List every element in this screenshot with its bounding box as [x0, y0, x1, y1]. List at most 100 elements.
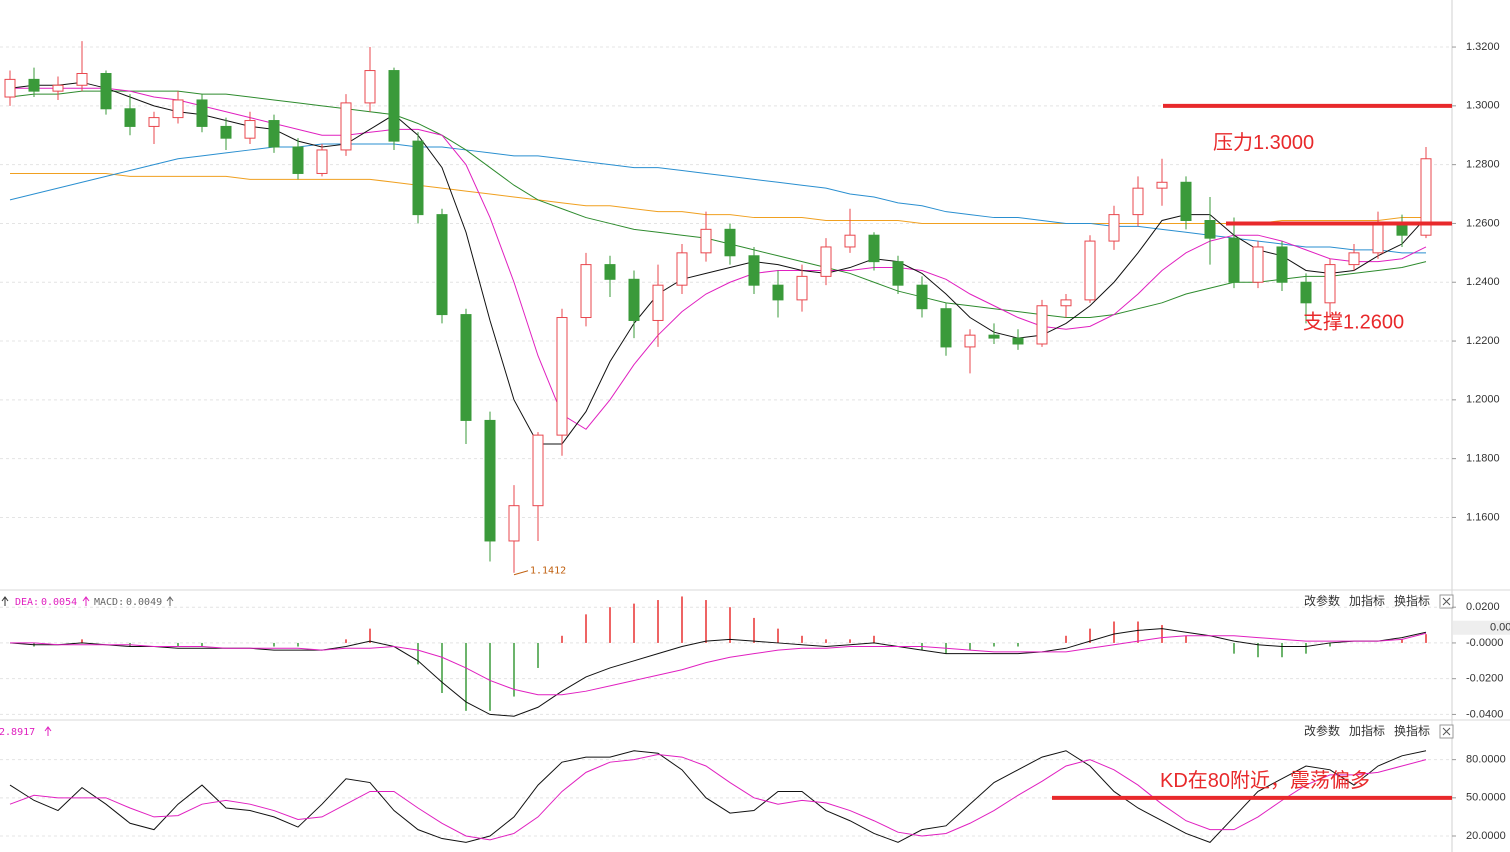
candle-body	[1108, 214, 1120, 242]
low-pointer	[513, 570, 529, 576]
candle-body	[1228, 237, 1240, 283]
candle-body	[1132, 187, 1144, 216]
y-tick-label: -0.0000	[1466, 637, 1503, 649]
close-button[interactable]	[1439, 594, 1454, 609]
arrow-icon	[1, 596, 9, 606]
candle-body	[52, 84, 64, 92]
candle-body	[604, 264, 616, 280]
low-label: 1.1412	[530, 566, 566, 577]
candle-body	[76, 73, 88, 86]
arrow-icon	[166, 596, 174, 606]
candle-body	[916, 284, 928, 310]
candle-body	[220, 125, 232, 139]
candle-body	[28, 78, 40, 92]
y-tick-label: 20.0000	[1466, 830, 1506, 842]
line-series	[10, 87, 1427, 430]
candle-body	[100, 73, 112, 110]
candle-body	[1276, 246, 1288, 283]
candle-body	[172, 99, 184, 119]
y-tick-label: 1.2600	[1466, 217, 1500, 229]
y-tick-label: 1.1600	[1466, 511, 1500, 523]
candle-body	[1348, 252, 1360, 266]
candle-body	[1372, 222, 1384, 254]
candle-body	[388, 70, 400, 142]
candle-body	[1084, 240, 1096, 301]
candle-body	[652, 284, 664, 321]
candle-body	[4, 78, 16, 98]
toolbar-button[interactable]: 改参数	[1304, 593, 1340, 608]
candle-body	[1324, 264, 1336, 304]
candle-body	[364, 70, 376, 104]
candle-body	[964, 334, 976, 348]
y-tick-label: -0.0200	[1466, 673, 1503, 685]
candle-body	[580, 264, 592, 319]
candle-body	[1204, 220, 1216, 239]
current-value-box	[1453, 620, 1510, 635]
y-tick-label: 1.2400	[1466, 276, 1500, 288]
y-tick-label: 1.3000	[1466, 100, 1500, 112]
legend-value: 0.0054	[41, 597, 77, 608]
toolbar-button[interactable]: 改参数	[1304, 723, 1340, 738]
candle-body	[532, 434, 544, 507]
line-series	[9, 754, 1427, 841]
legend-value: 82.8917	[0, 727, 35, 738]
candle-body	[508, 505, 520, 542]
candle-body	[556, 317, 568, 436]
candle-body	[796, 275, 808, 301]
y-tick-label: 1.2800	[1466, 159, 1500, 171]
candle-body	[628, 278, 640, 321]
candle-body	[748, 255, 760, 286]
annotation: KD在80附近，震荡偏多	[1160, 769, 1370, 792]
y-tick-label: 1.1800	[1466, 453, 1500, 465]
current-value-label: 0.00	[1490, 622, 1510, 634]
annotation: 支撑1.2600	[1303, 311, 1404, 334]
candle-body	[724, 228, 736, 257]
candle-body	[1180, 181, 1192, 221]
candle-body	[484, 419, 496, 542]
candle-body	[1156, 181, 1168, 189]
candle-body	[676, 252, 688, 286]
candle-body	[124, 108, 136, 127]
candle-body	[892, 261, 904, 286]
toolbar-button[interactable]: 换指标	[1394, 593, 1430, 608]
candle-body	[1420, 158, 1432, 236]
candle-body	[844, 234, 856, 248]
candle-body	[940, 308, 952, 348]
arrow-icon	[82, 596, 90, 606]
candle-body	[268, 120, 280, 148]
candle-body	[1036, 305, 1048, 345]
legend-value: 0.0049	[126, 597, 162, 608]
candle-body	[700, 228, 712, 254]
candle-body	[772, 284, 784, 301]
candle-body	[244, 120, 256, 139]
y-tick-label: -0.0400	[1466, 708, 1503, 720]
y-tick-label: 1.3200	[1466, 41, 1500, 53]
candle-body	[820, 246, 832, 277]
candle-body	[148, 117, 160, 127]
candle-body	[1252, 246, 1264, 283]
arrow-icon	[44, 726, 52, 736]
line-series	[9, 143, 1426, 254]
candle-body	[988, 334, 1000, 339]
candle-body	[196, 99, 208, 127]
candle-body	[1060, 299, 1072, 307]
candle-body	[1012, 337, 1024, 345]
candle-body	[316, 149, 328, 174]
toolbar-button[interactable]: 加指标	[1349, 723, 1385, 738]
close-button[interactable]	[1439, 724, 1454, 739]
legend-name: MACD:	[94, 597, 124, 608]
candle-body	[868, 234, 880, 263]
y-tick-label: 50.0000	[1466, 792, 1506, 804]
y-tick-label: 0.0200	[1466, 601, 1500, 613]
annotation: 压力1.3000	[1213, 131, 1314, 154]
candle-body	[292, 146, 304, 174]
y-tick-label: 1.2000	[1466, 394, 1500, 406]
toolbar-button[interactable]: 加指标	[1349, 593, 1385, 608]
toolbar-button[interactable]: 换指标	[1394, 723, 1430, 738]
candle-body	[436, 214, 448, 316]
line-series	[10, 172, 1426, 224]
candle-body	[460, 314, 472, 421]
candle-body	[1300, 281, 1312, 304]
legend-name: DEA:	[15, 597, 39, 608]
